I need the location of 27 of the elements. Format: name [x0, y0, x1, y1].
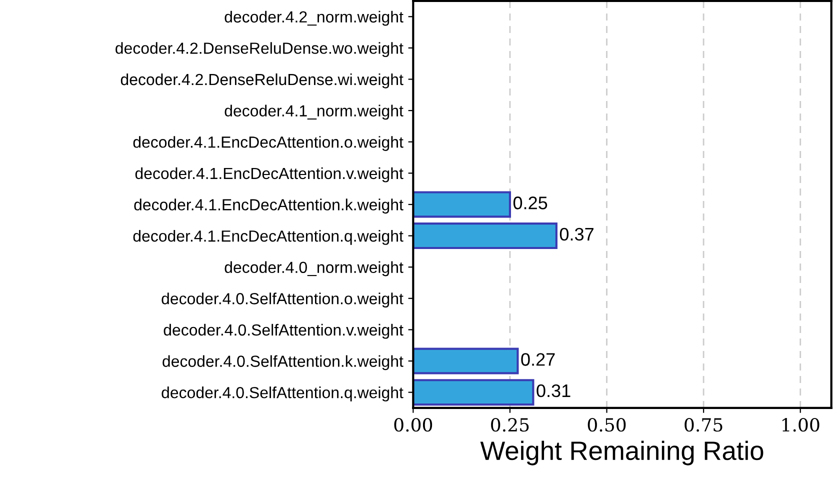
x-tick-label: 0.50: [588, 418, 626, 432]
data-label: 0.37: [560, 228, 594, 241]
data-label: 0.27: [521, 353, 555, 366]
y-tick-label: decoder.4.1_norm.weight: [224, 104, 404, 120]
y-tick-label: decoder.4.0_norm.weight: [224, 261, 404, 276]
y-tick-label: decoder.4.2.DenseReluDense.wo.weight: [116, 42, 404, 58]
bar: [413, 191, 512, 218]
x-axis-title: Weight Remaining Ratio: [480, 440, 764, 466]
y-tick-label: decoder.4.1.EncDecAttention.v.weight: [135, 167, 404, 182]
x-tick-label: 0.75: [684, 418, 722, 432]
y-tick-label: decoder.4.1.EncDecAttention.k.weight: [134, 198, 404, 214]
y-tick-label: decoder.4.0.SelfAttention.v.weight: [164, 324, 404, 339]
y-tick-label: decoder.4.2.DenseReluDense.wi.weight: [120, 73, 404, 88]
data-label: 0.31: [536, 384, 570, 398]
y-tick-label: decoder.4.1.EncDecAttention.o.weight: [133, 136, 404, 151]
y-tick-label: decoder.4.0.SelfAttention.o.weight: [162, 292, 404, 308]
y-tick-label: decoder.4.0.SelfAttention.k.weight: [162, 355, 404, 370]
x-tick-label: 1.00: [782, 418, 820, 432]
x-tick-label: 0.00: [394, 418, 432, 432]
bar: [413, 348, 519, 374]
x-tick-label: 0.25: [491, 418, 529, 432]
bar: [413, 379, 534, 406]
y-tick-label: decoder.4.0.SelfAttention.q.weight: [162, 386, 404, 402]
bar: [413, 222, 558, 250]
y-tick-label: decoder.4.1.EncDecAttention.q.weight: [133, 230, 404, 245]
data-label: 0.25: [513, 196, 548, 210]
y-tick-label: decoder.4.2_norm.weight: [224, 10, 404, 26]
